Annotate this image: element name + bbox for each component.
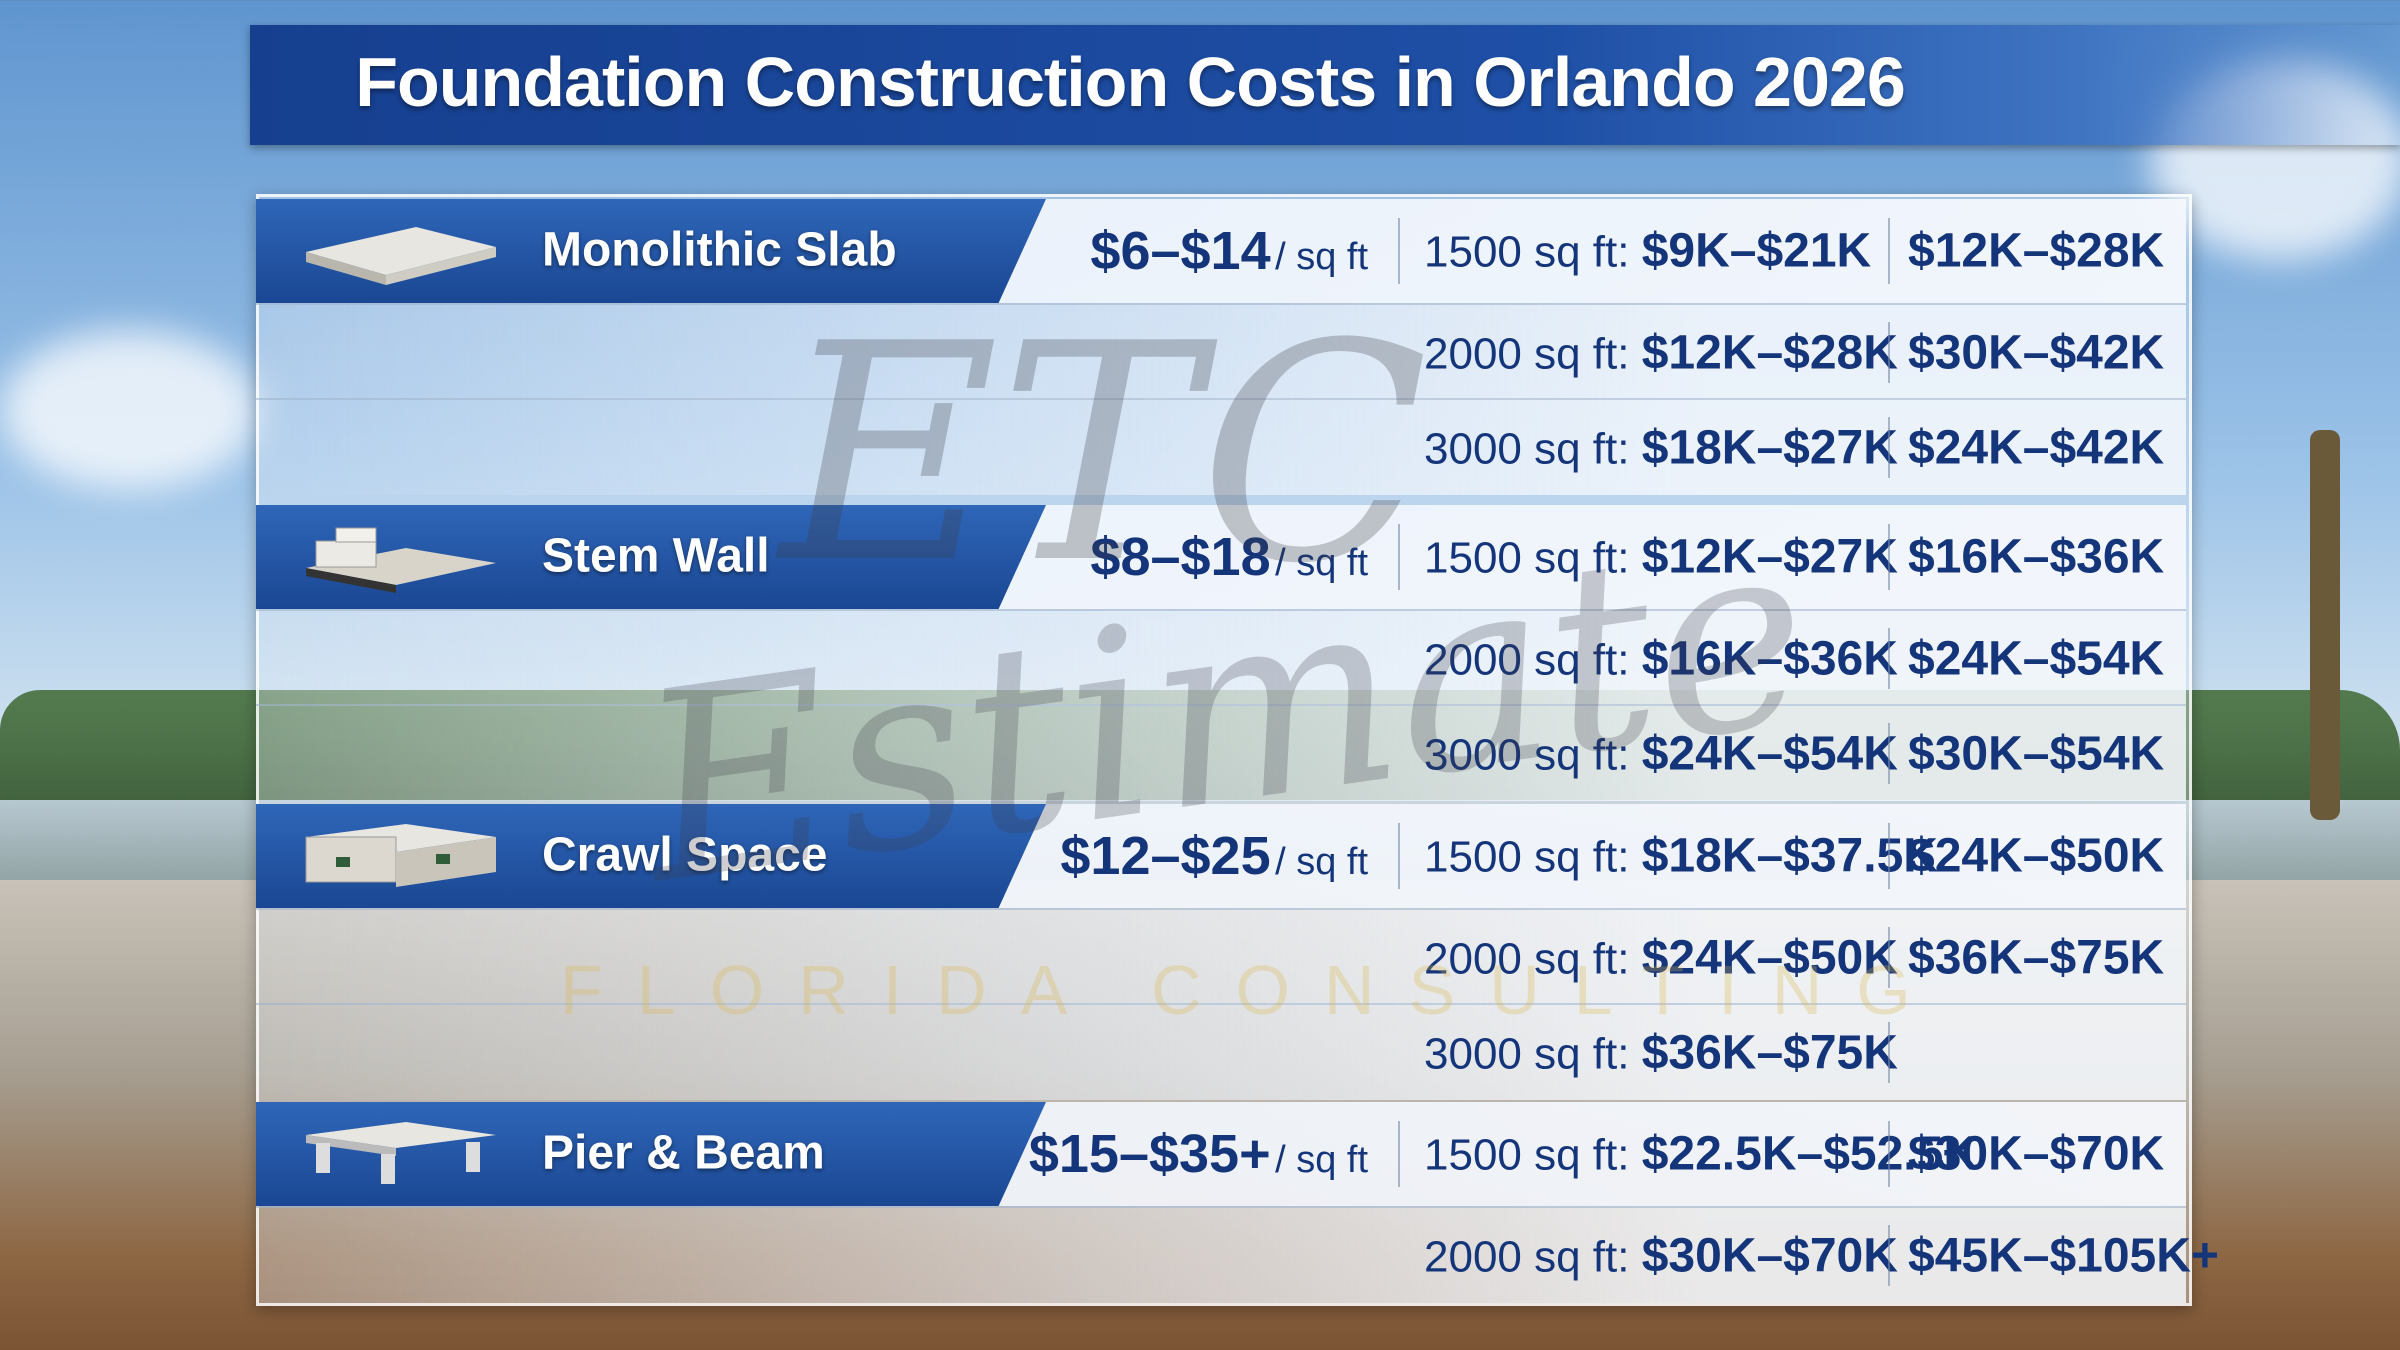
title-banner (250, 25, 2400, 145)
table-row: 3000 sq ft: $36K–$75K (256, 1003, 2186, 1100)
size-estimate: 2000 sq ft: $12K–$28K (1424, 325, 1898, 380)
foundation-name: Crawl Space (542, 828, 828, 882)
column-divider (1398, 217, 1400, 285)
column-divider (1888, 927, 1890, 988)
column-divider (1888, 628, 1890, 689)
size-estimate: 3000 sq ft: $24K–$54K (1424, 726, 1898, 781)
price-per-sqft: $12–$25 / sq ft (1060, 825, 1368, 887)
block-wall-icon (306, 527, 496, 593)
cost-range: $16K–$36K (1641, 632, 1898, 685)
alt-cost-range: $24K–$42K (1908, 421, 2165, 474)
watermark-tagline: FLORIDA CONSULTING (560, 951, 1945, 1029)
cost-range: $9K–$21K (1641, 224, 1872, 278)
column-divider (1888, 417, 1890, 478)
column-divider (1398, 523, 1400, 591)
cost-range: $18K–$37.5K (1641, 829, 1938, 883)
size-estimate: 1500 sq ft: $9K–$21K (1424, 224, 1871, 279)
column-divider (1888, 217, 1890, 285)
alt-cost-range: $12K–$28K (1908, 224, 2165, 278)
cost-range: $12K–$28K (1641, 326, 1898, 379)
cost-range: $18K–$27K (1641, 421, 1898, 474)
alt-cost-range: $45K–$105K+ (1908, 1229, 2219, 1282)
foundation-name: Monolithic Slab (542, 223, 897, 277)
cost-range: $30K–$70K (1641, 1229, 1898, 1282)
foundation-header-row: Stem Wall $8–$18 / sq ft 1500 sq ft: $12… (256, 505, 2186, 609)
price-per-sqft: $8–$18 / sq ft (1090, 526, 1368, 588)
size-estimate: 3000 sq ft: $36K–$75K (1424, 1025, 1898, 1080)
cost-range: $24K–$54K (1641, 727, 1898, 780)
table-row: 3000 sq ft: $18K–$27K $24K–$42K (256, 398, 2186, 495)
column-divider (1398, 822, 1400, 890)
size-label: 3000 sq ft: (1424, 730, 1630, 779)
size-label: 1500 sq ft: (1424, 1130, 1630, 1180)
foundation-header-row: Crawl Space $12–$25 / sq ft 1500 sq ft: … (256, 804, 2186, 908)
foundation-name: Pier & Beam (542, 1126, 825, 1180)
palm-tree (2310, 430, 2340, 820)
size-label: 2000 sq ft: (1424, 1232, 1630, 1281)
column-divider (1888, 723, 1890, 784)
table-row: 2000 sq ft: $12K–$28K $30K–$42K (256, 303, 2186, 400)
price-per-sqft: $6–$14 / sq ft (1090, 220, 1368, 282)
size-estimate: 1500 sq ft: $12K–$27K (1424, 530, 1898, 585)
alt-cost-range: $36K–$75K (1908, 931, 2165, 984)
alt-cost-range: $24K–$54K (1908, 632, 2165, 685)
foundation-header-row: Pier & Beam $15–$35+ / sq ft 1500 sq ft:… (256, 1102, 2186, 1206)
cost-range: $36K–$75K (1641, 1026, 1898, 1079)
column-divider (1888, 523, 1890, 591)
size-estimate: 2000 sq ft: $24K–$50K (1424, 930, 1898, 985)
foundation-name: Stem Wall (542, 529, 770, 583)
price-range: $8–$18 (1090, 527, 1271, 587)
table-row: 2000 sq ft: $16K–$36K $24K–$54K (256, 609, 2186, 706)
size-label: 1500 sq ft: (1424, 533, 1630, 583)
slab-icon (306, 227, 496, 285)
price-per-sqft: $15–$35+ / sq ft (1029, 1123, 1368, 1185)
size-estimate: 1500 sq ft: $22.5K–$52.5K (1424, 1127, 1978, 1182)
size-estimate: 2000 sq ft: $30K–$70K (1424, 1228, 1898, 1283)
cost-range: $12K–$27K (1641, 530, 1898, 584)
price-unit: / sq ft (1275, 236, 1368, 278)
size-estimate: 3000 sq ft: $18K–$27K (1424, 420, 1898, 475)
price-unit: / sq ft (1275, 841, 1368, 883)
price-range: $12–$25 (1060, 826, 1271, 886)
column-divider (1888, 322, 1890, 383)
price-range: $15–$35+ (1028, 1124, 1271, 1184)
table-row: 2000 sq ft: $24K–$50K $36K–$75K (256, 908, 2186, 1005)
alt-cost-range: $30K–$70K (1908, 1127, 2165, 1181)
alt-cost-range: $30K–$42K (1908, 326, 2165, 379)
watermark-monogram: ETC (780, 280, 1429, 629)
column-divider (1888, 1120, 1890, 1188)
cost-range: $24K–$50K (1641, 931, 1898, 984)
column-divider (1888, 1022, 1890, 1083)
price-unit: / sq ft (1275, 542, 1368, 584)
size-label: 2000 sq ft: (1424, 635, 1630, 684)
table-row: 2000 sq ft: $30K–$70K $45K–$105K+ (256, 1206, 2219, 1303)
size-label: 1500 sq ft: (1424, 227, 1630, 277)
price-unit: / sq ft (1275, 1139, 1368, 1181)
size-estimate: 1500 sq ft: $18K–$37.5K (1424, 829, 1938, 884)
alt-cost-range: $30K–$54K (1908, 727, 2165, 780)
column-divider (1398, 1120, 1400, 1188)
table-row: 3000 sq ft: $24K–$54K $30K–$54K (256, 704, 2186, 801)
cloud (0, 330, 260, 490)
size-label: 2000 sq ft: (1424, 329, 1630, 378)
price-range: $6–$14 (1090, 221, 1271, 281)
size-label: 3000 sq ft: (1424, 1029, 1630, 1078)
size-label: 3000 sq ft: (1424, 424, 1630, 473)
column-divider (1888, 1225, 1890, 1286)
alt-cost-range: $24K–$50K (1908, 829, 2165, 883)
foundation-header-row: Monolithic Slab $6–$14 / sq ft 1500 sq f… (256, 199, 2186, 303)
column-divider (1888, 822, 1890, 890)
pier-beam-icon (306, 1122, 496, 1184)
size-estimate: 2000 sq ft: $16K–$36K (1424, 631, 1898, 686)
size-label: 2000 sq ft: (1424, 934, 1630, 983)
cost-range: $22.5K–$52.5K (1641, 1127, 1978, 1181)
size-label: 1500 sq ft: (1424, 832, 1630, 882)
page-title: Foundation Construction Costs in Orlando… (355, 43, 1906, 121)
alt-cost-range: $16K–$36K (1908, 530, 2165, 584)
crawl-space-icon (305, 824, 496, 887)
